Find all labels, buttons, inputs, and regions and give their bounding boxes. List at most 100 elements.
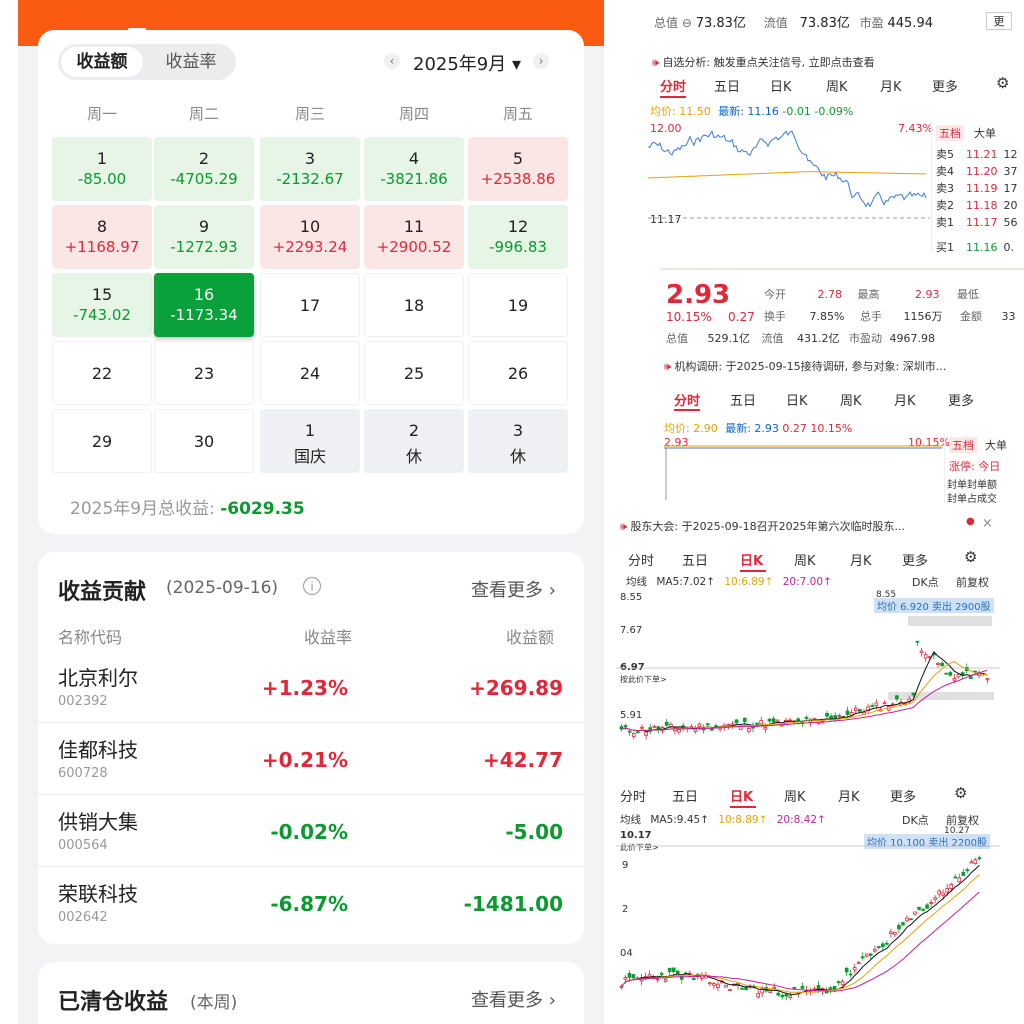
book-tab-big[interactable]: 大单 [974, 127, 996, 140]
order-hint[interactable]: 此价下单> [620, 843, 659, 852]
float-value: 73.83亿 [799, 16, 850, 31]
close-icon[interactable]: × [982, 516, 993, 531]
settings-icon[interactable]: ⚙ [996, 74, 1010, 92]
calendar-day[interactable]: 17 [260, 273, 360, 337]
prev-month-button[interactable]: ‹ [384, 53, 400, 69]
tab-more[interactable]: 更多 [902, 554, 929, 569]
meeting-banner[interactable]: 🕪 股东大会: 于2025-09-18召开2025年第六次临时股东... [620, 518, 905, 534]
calendar-day[interactable]: 16 -1173.34 [154, 273, 254, 337]
tab-intraday[interactable]: 分时 [674, 394, 701, 409]
order-hint[interactable]: 按此价下单> [620, 675, 667, 684]
quote-grid: 今开 2.78 最高 2.93 最低 [764, 286, 979, 302]
ma-toggle[interactable]: 均线 [620, 814, 641, 826]
adjust-mode[interactable]: 前复权 [956, 576, 989, 589]
book-tab-big[interactable]: 大单 [985, 439, 1007, 452]
calendar-day[interactable]: 8 +1168.97 [52, 205, 152, 269]
day-number: 29 [91, 432, 113, 451]
tab-daily-k[interactable]: 日K [770, 80, 792, 95]
calendar-day[interactable]: 11 +2900.52 [364, 205, 464, 269]
cleared-more-link[interactable]: 查看更多 › [471, 986, 556, 1012]
calendar-day[interactable]: 3 -2132.67 [260, 137, 360, 201]
calendar-day[interactable]: 9 -1272.93 [154, 205, 254, 269]
book-level-price: 11.20 [966, 165, 998, 178]
tab-monthly-k[interactable]: 月K [880, 80, 902, 95]
cleared-card [38, 962, 584, 1024]
settings-icon[interactable]: ⚙ [954, 784, 968, 802]
book-level-volume: 12 [1003, 148, 1018, 161]
tab-weekly-k[interactable]: 周K [784, 790, 806, 805]
adjust-mode[interactable]: 前复权 [946, 814, 979, 827]
volume-label: 总手 [859, 310, 882, 323]
calendar-day[interactable]: 10 +2293.24 [260, 205, 360, 269]
analysis-banner[interactable]: 🕪 自选分析: 触发重点关注信号, 立即点击查看 [652, 54, 875, 70]
calendar-day[interactable]: 29 [52, 409, 152, 473]
ma-toggle[interactable]: 均线 [626, 576, 647, 588]
tab-five-day[interactable]: 五日 [672, 790, 699, 805]
candle-body [911, 692, 916, 696]
weekday-label: 周四 [398, 105, 429, 123]
tab-intraday[interactable]: 分时 [620, 790, 647, 805]
dropdown-icon: ▾ [512, 54, 522, 75]
tab-intraday[interactable]: 分时 [628, 554, 655, 569]
tab-weekly-k[interactable]: 周K [840, 394, 862, 409]
tab-more[interactable]: 更多 [948, 394, 975, 409]
month-selector[interactable]: 2025年9月 ▾ [413, 50, 521, 76]
tab-daily-k[interactable]: 日K [786, 394, 808, 409]
book-tab-five[interactable]: 五档 [936, 125, 964, 141]
tab-five-day[interactable]: 五日 [714, 80, 741, 95]
next-month-button[interactable]: › [533, 53, 549, 69]
more-button[interactable]: 更 [986, 12, 1012, 30]
calendar-day[interactable]: 23 [154, 341, 254, 405]
segment-profit-amount[interactable]: 收益额 [61, 47, 143, 77]
calendar-day[interactable]: 26 [468, 341, 568, 405]
candle-body [716, 983, 720, 988]
more-label: 查看更多 [471, 580, 543, 601]
tab-more[interactable]: 更多 [932, 80, 959, 95]
candle-body [858, 709, 862, 712]
kline-chart-3 [616, 616, 1000, 740]
book-level: 卖4 11.20 37 [936, 163, 1022, 179]
tab-daily-k[interactable]: 日K [740, 554, 764, 569]
kline-panel-3: 🕪 股东大会: 于2025-09-18召开2025年第六次临时股东... ● ×… [616, 512, 1000, 758]
tab-more[interactable]: 更多 [890, 790, 917, 805]
book-level: 卖1 11.17 56 [936, 214, 1022, 230]
calendar-day[interactable]: 1 -85.00 [52, 137, 152, 201]
calendar-day[interactable]: 25 [364, 341, 464, 405]
calendar-day[interactable]: 2 -4705.29 [154, 137, 254, 201]
settings-icon[interactable]: ⚙ [964, 548, 978, 566]
tab-weekly-k[interactable]: 周K [794, 554, 816, 569]
tab-monthly-k[interactable]: 月K [838, 790, 860, 805]
day-profit: +1168.97 [64, 238, 140, 256]
dk-point[interactable]: DK点 [902, 814, 929, 827]
tab-intraday[interactable]: 分时 [660, 80, 687, 95]
tab-five-day[interactable]: 五日 [730, 394, 757, 409]
calendar-day[interactable]: 1 国庆 [260, 409, 360, 473]
calendar-day[interactable]: 24 [260, 341, 360, 405]
calendar-day[interactable]: 5 +2538.86 [468, 137, 568, 201]
calendar-day[interactable]: 18 [364, 273, 464, 337]
tab-monthly-k[interactable]: 月K [894, 394, 916, 409]
abs-change: 0.27 [728, 310, 755, 324]
contribution-more-link[interactable]: 查看更多 › [471, 576, 556, 602]
calendar-day[interactable]: 30 [154, 409, 254, 473]
calendar-day[interactable]: 22 [52, 341, 152, 405]
tab-daily-k[interactable]: 日K [730, 790, 754, 805]
dk-point[interactable]: DK点 [912, 576, 939, 589]
calendar-day[interactable]: 19 [468, 273, 568, 337]
active-tab-indicator [660, 96, 686, 98]
weekday-label: 周一 [86, 105, 117, 123]
tab-five-day[interactable]: 五日 [682, 554, 709, 569]
calendar-day[interactable]: 12 -996.83 [468, 205, 568, 269]
profit-amount: -1481.00 [463, 892, 563, 916]
calendar-day[interactable]: 15 -743.02 [52, 273, 152, 337]
stock-quote-1: 总值 ⊖ 73.83亿 流值 73.83亿 市盈 445.94 更 🕪 自选分析… [648, 0, 1024, 258]
tab-monthly-k[interactable]: 月K [850, 554, 872, 569]
tab-weekly-k[interactable]: 周K [826, 80, 848, 95]
book-tab-five[interactable]: 五档 [949, 437, 977, 453]
calendar-day[interactable]: 4 -3821.86 [364, 137, 464, 201]
info-icon[interactable]: i [303, 577, 321, 595]
research-banner[interactable]: 🕪 机构调研: 于2025-09-15接待调研, 参与对象: 深圳市... [664, 358, 946, 374]
segment-profit-rate[interactable]: 收益率 [165, 52, 217, 72]
